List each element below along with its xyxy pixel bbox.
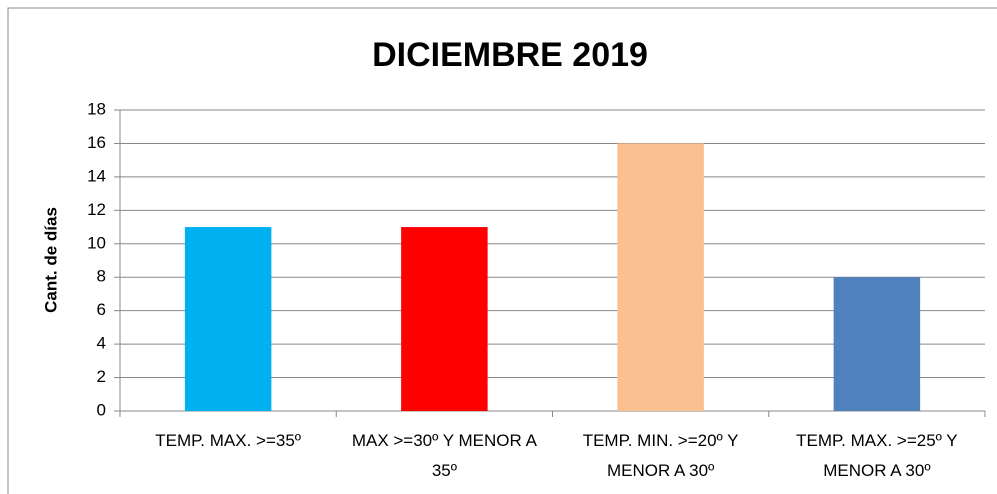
y-tick-label: 16 (87, 133, 106, 152)
bar (617, 143, 704, 411)
y-tick-label: 14 (87, 166, 106, 185)
y-tick-label: 4 (97, 334, 106, 353)
x-tick-label: MAX >=30º Y MENOR A 35º (351, 431, 537, 480)
y-tick-label: 0 (97, 400, 106, 419)
y-axis-label: Cant. de días (41, 207, 60, 313)
x-tick-label: TEMP. MAX. >=35º (155, 431, 301, 450)
chart-frame (7, 7, 997, 494)
y-tick-label: 8 (97, 267, 106, 286)
y-tick-label: 12 (87, 200, 106, 219)
x-tick-label: TEMP. MAX. >=25º Y MENOR A 30º (796, 431, 958, 480)
x-tick-label: TEMP. MIN. >=20º Y MENOR A 30º (582, 431, 739, 480)
y-tick-label: 10 (87, 233, 106, 252)
y-tick-label: 2 (97, 367, 106, 386)
bar (401, 227, 488, 411)
bar (833, 277, 921, 411)
bar (184, 227, 272, 411)
chart-title: DICIEMBRE 2019 (372, 36, 648, 74)
y-tick-label: 18 (87, 99, 106, 118)
y-tick-label: 6 (97, 300, 106, 319)
